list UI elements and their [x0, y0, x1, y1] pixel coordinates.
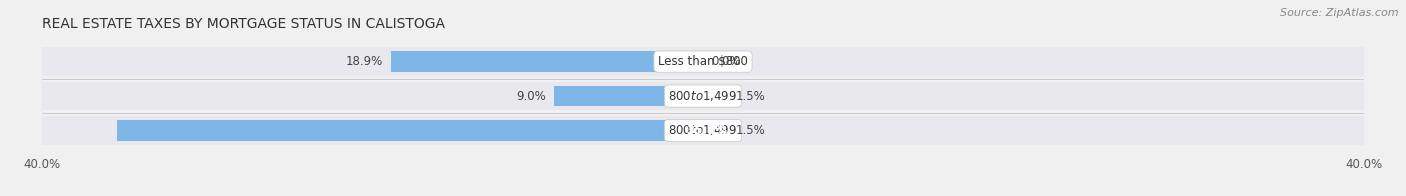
- Text: $800 to $1,499: $800 to $1,499: [668, 89, 738, 103]
- Bar: [42, 82, 1364, 110]
- Legend: Without Mortgage, With Mortgage: Without Mortgage, With Mortgage: [581, 195, 825, 196]
- Text: Source: ZipAtlas.com: Source: ZipAtlas.com: [1281, 8, 1399, 18]
- Bar: [117, 120, 703, 141]
- Text: 0.0%: 0.0%: [711, 55, 741, 68]
- Bar: [42, 47, 1364, 76]
- Text: 18.9%: 18.9%: [346, 55, 382, 68]
- Text: REAL ESTATE TAXES BY MORTGAGE STATUS IN CALISTOGA: REAL ESTATE TAXES BY MORTGAGE STATUS IN …: [42, 17, 446, 31]
- Text: 1.5%: 1.5%: [737, 90, 766, 103]
- Bar: [703, 120, 728, 141]
- Text: $800 to $1,499: $800 to $1,499: [668, 123, 738, 137]
- Text: 9.0%: 9.0%: [516, 90, 546, 103]
- Bar: [42, 116, 1364, 145]
- Text: Less than $800: Less than $800: [658, 55, 748, 68]
- Bar: [554, 86, 703, 106]
- Text: 1.5%: 1.5%: [737, 124, 766, 137]
- Bar: [391, 51, 703, 72]
- Text: 35.5%: 35.5%: [686, 124, 727, 137]
- Bar: [703, 86, 728, 106]
